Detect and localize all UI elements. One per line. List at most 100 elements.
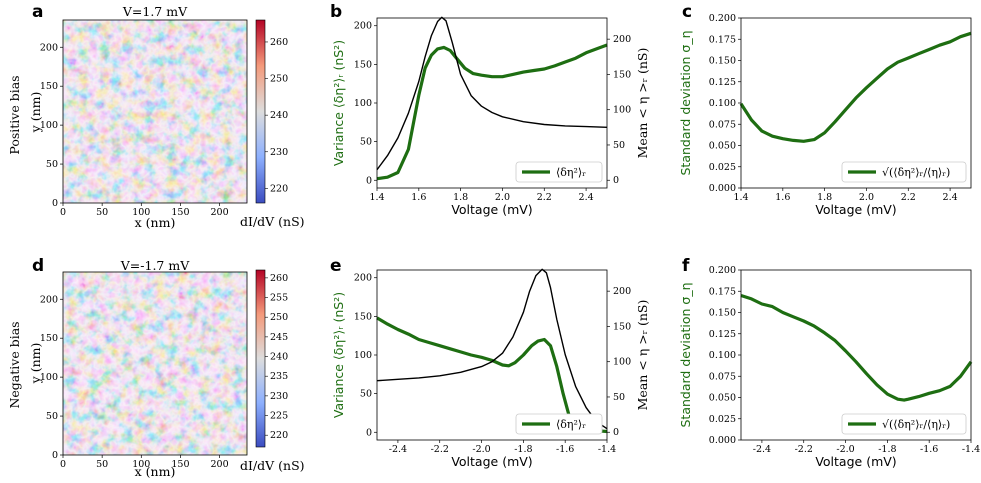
variance-series-line — [376, 43, 608, 181]
colorbar-tick-label: 230 — [270, 391, 288, 402]
panel-letter-e: e — [330, 256, 342, 276]
y-tick-label: 0.025 — [709, 162, 736, 173]
x-tick-label: -1.4 — [962, 444, 980, 455]
heatmap-d-xlabel: x (nm) — [135, 464, 176, 479]
y-tick-label: 0.100 — [709, 98, 736, 109]
x-tick-label: 100 — [132, 207, 150, 218]
x-tick-label: 0 — [60, 207, 66, 218]
y-tick-label: 100 — [354, 98, 372, 109]
colorbar-tick-label: 240 — [270, 110, 288, 121]
heatmap-a-title: V=1.7 mV — [122, 4, 188, 19]
y-tick-label: 0.150 — [709, 308, 736, 319]
panel-letter-c: c — [682, 2, 692, 22]
heatmap-a-image — [63, 20, 247, 203]
y-tick-label: 150 — [40, 333, 58, 344]
y-tick-label: 0.050 — [709, 141, 736, 152]
x-tick-label: -2.2 — [431, 444, 449, 455]
x-tick-label: -1.8 — [878, 444, 896, 455]
y-tick-label: 0.175 — [709, 34, 736, 45]
legend-box — [841, 161, 967, 183]
x-tick-label: 2.4 — [943, 192, 958, 203]
line-panel-b: 1.4 1.6 1.8 2.0 2.2 2.4 0 50 100 150 200 0 50 100 150 2… — [331, 16, 650, 217]
y2-axis-label: Mean < η >ᵣ (nS) — [635, 48, 650, 159]
mean-series-line — [376, 268, 608, 430]
y-tick-label: 50 — [46, 159, 58, 170]
y-tick-label: 0.175 — [709, 286, 736, 297]
legend-box — [515, 161, 603, 183]
legend-label: √(⟨δη²⟩ᵣ/⟨η⟩ᵣ) — [882, 166, 950, 179]
colorbar-tick-label: 220 — [270, 430, 288, 441]
y-tick-label: 0.150 — [709, 56, 736, 67]
line-panel-c: 1.4 1.6 1.8 2.0 2.2 2.4 0.000 0.025 0.050 0.075 0.… — [678, 13, 972, 217]
x-tick-label: 200 — [211, 207, 229, 218]
legend-label: ⟨δη²⟩ᵣ — [556, 166, 586, 179]
x-tick-label: 2.0 — [859, 192, 874, 203]
y2-tick-label: 100 — [613, 357, 631, 368]
colorbar-a-label: dI/dV (nS) — [240, 214, 305, 229]
y-tick-label: 200 — [354, 21, 372, 32]
colorbar-a — [255, 19, 266, 204]
colorbar-tick-label: 225 — [270, 411, 288, 422]
colorbar-tick-label: 250 — [270, 312, 288, 323]
x-tick-label: 1.6 — [775, 192, 790, 203]
y-tick-label: 0 — [52, 450, 58, 461]
y-tick-label: 0 — [366, 175, 372, 186]
x-tick-label: -2.0 — [836, 444, 854, 455]
y-tick-label: 50 — [360, 389, 372, 400]
x-tick-label: 200 — [211, 459, 229, 470]
variance-series-line — [739, 31, 972, 143]
x-axis-label: Voltage (mV) — [451, 202, 532, 217]
x-axis-label: Voltage (mV) — [815, 454, 896, 469]
heatmap-panel-a: V=1.7 mV x (nm) y (nm) dI/dV (nS) 0 50 100… — [28, 4, 305, 230]
x-tick-label: 150 — [171, 207, 189, 218]
colorbar-tick-label: 260 — [270, 37, 288, 48]
y-tick-label: 0 — [366, 427, 372, 438]
line-panel-e: -2.4 -2.2 -2.0 -1.8 -1.6 -1.4 0 50 100 150 200 0 50 1… — [331, 268, 650, 469]
x-tick-label: 1.4 — [369, 192, 384, 203]
x-tick-label: 2.2 — [901, 192, 916, 203]
y-tick-label: 150 — [40, 81, 58, 92]
y2-tick-label: 150 — [613, 69, 631, 80]
x-tick-label: 150 — [171, 459, 189, 470]
y-tick-label: 50 — [360, 137, 372, 148]
y-tick-label: 0.000 — [709, 435, 736, 446]
mean-series-line — [376, 16, 608, 171]
y-tick-label: 0.025 — [709, 414, 736, 425]
x-tick-label: 0 — [60, 459, 66, 470]
y2-tick-label: 0 — [613, 427, 619, 438]
y-tick-label: 0.100 — [709, 350, 736, 361]
x-tick-label: 100 — [132, 459, 150, 470]
y-tick-label: 100 — [40, 372, 58, 383]
x-tick-label: 50 — [96, 459, 108, 470]
legend-box — [841, 413, 967, 435]
x-tick-label: -1.6 — [556, 444, 574, 455]
y-axis-label: Standard deviation σ_η — [678, 282, 693, 427]
heatmap-a-xlabel: x (nm) — [135, 215, 176, 230]
colorbar-tick-label: 220 — [270, 183, 288, 194]
y-tick-label: 200 — [40, 42, 58, 53]
x-tick-label: 1.4 — [733, 192, 748, 203]
y-tick-label: 0.050 — [709, 393, 736, 404]
x-tick-label: -1.8 — [514, 444, 532, 455]
y2-tick-label: 50 — [613, 392, 625, 403]
y-tick-label: 150 — [354, 59, 372, 70]
panel-letter-d: d — [32, 256, 44, 276]
y2-tick-label: 150 — [613, 321, 631, 332]
colorbar-tick-label: 250 — [270, 74, 288, 85]
colorbar-tick-label: 230 — [270, 147, 288, 158]
y-axis-label: Standard deviation σ_η — [678, 30, 693, 175]
y-tick-label: 200 — [354, 273, 372, 284]
y-tick-label: 0.125 — [709, 77, 736, 88]
y-tick-label: 100 — [40, 120, 58, 131]
x-tick-label: -2.0 — [472, 444, 490, 455]
variance-series-line — [376, 316, 608, 434]
row-label-positive: Positive bias — [7, 75, 22, 154]
y-tick-label: 0.075 — [709, 119, 736, 130]
colorbar-tick-label: 240 — [270, 352, 288, 363]
x-tick-label: 2.0 — [495, 192, 510, 203]
variance-series-line — [740, 293, 973, 402]
colorbar-tick-label: 245 — [270, 332, 288, 343]
y-tick-label: 0.000 — [709, 183, 736, 194]
x-tick-label: -2.2 — [795, 444, 813, 455]
